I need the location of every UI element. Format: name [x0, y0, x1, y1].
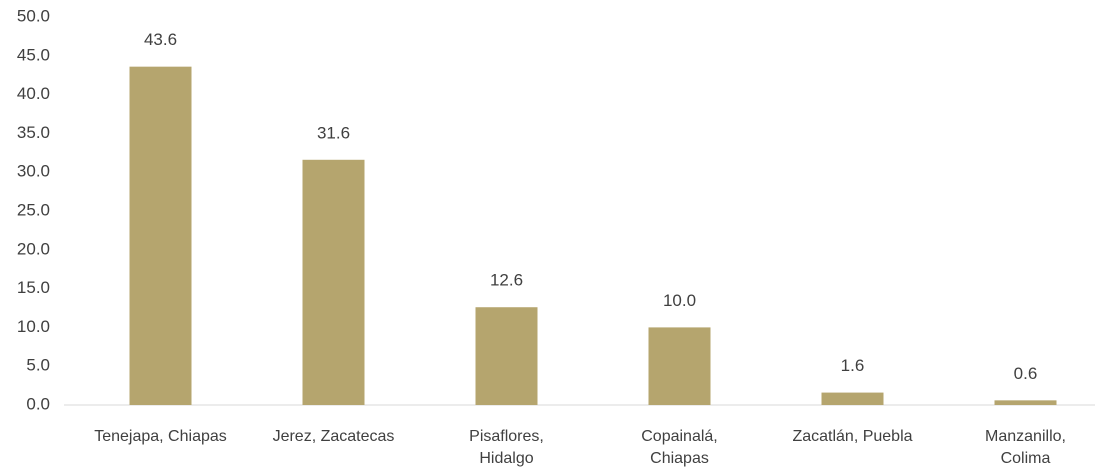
y-tick-label: 20.0 [17, 239, 50, 258]
bar [302, 159, 365, 405]
x-tick-label: Jerez, Zacatecas [272, 428, 395, 445]
bar [821, 392, 884, 405]
data-label: 0.6 [1014, 364, 1038, 383]
bar [648, 327, 711, 405]
data-label: 43.6 [144, 30, 177, 49]
y-tick-label: 35.0 [17, 123, 50, 142]
y-tick-label: 30.0 [17, 162, 50, 181]
x-tick-label: Manzanillo, Colima [985, 428, 1066, 467]
y-tick-label: 15.0 [17, 278, 50, 297]
y-tick-label: 50.0 [17, 6, 50, 25]
y-tick-label: 25.0 [17, 200, 50, 219]
x-tick-label: Pisaflores, Hidalgo [469, 428, 544, 467]
y-tick-label: 45.0 [17, 45, 50, 64]
y-tick-label: 0.0 [26, 394, 50, 413]
y-tick-label: 10.0 [17, 317, 50, 336]
bar [475, 307, 538, 405]
bar [129, 66, 192, 405]
bar [994, 400, 1057, 405]
data-label: 1.6 [841, 356, 865, 375]
x-tick-label: Tenejapa, Chiapas [94, 428, 227, 445]
x-tick-label: Zacatlán, Puebla [792, 428, 913, 445]
data-label: 31.6 [317, 123, 350, 142]
y-tick-label: 5.0 [26, 356, 50, 375]
data-label: 12.6 [490, 271, 523, 290]
y-tick-label: 40.0 [17, 84, 50, 103]
x-tick-label: Copainalá, Chiapas [641, 428, 718, 467]
data-label: 10.0 [663, 291, 696, 310]
